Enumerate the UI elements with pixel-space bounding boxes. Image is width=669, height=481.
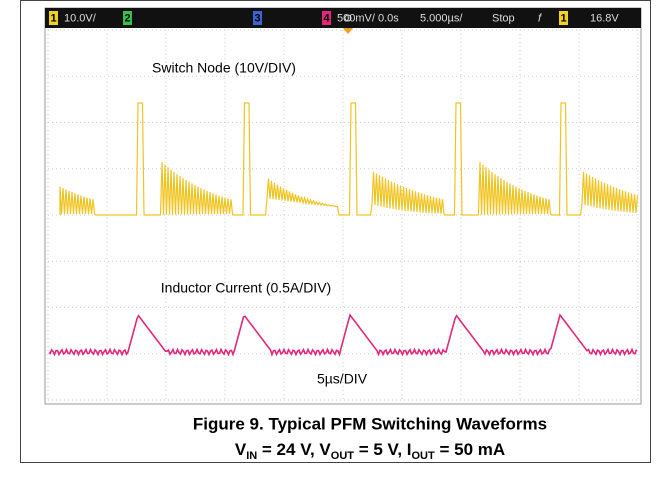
caption-part: = 50 mA [435, 440, 505, 459]
ch2-number: 2 [124, 12, 130, 24]
trigger-channel: 1 [560, 12, 566, 24]
timebase: 5.000µs/ [420, 12, 463, 24]
inductor-current-label: Inductor Current (0.5A/DIV) [161, 280, 331, 296]
ch1-number: 1 [50, 12, 56, 24]
caption-part: V [235, 440, 247, 459]
caption-part: = 5 V, I [354, 440, 412, 459]
ch1-scale: 10.0V/ [64, 12, 97, 24]
run-state: Stop [492, 12, 515, 24]
ch4-number: 4 [323, 12, 330, 24]
figure: 1 10.0V/ 2 3 4 500mV/ 0.0s 5.000µs/ Stop… [0, 0, 669, 476]
switch-node-label: Switch Node (10V/DIV) [152, 60, 296, 76]
caption-subscript: OUT [412, 450, 436, 462]
ch3-number: 3 [254, 12, 260, 24]
caption-part: = 24 V, V [257, 440, 331, 459]
caption-subscript: OUT [331, 450, 355, 462]
time-div-label: 5µs/DIV [317, 371, 368, 387]
caption-title: Figure 9. Typical PFM Switching Waveform… [193, 414, 547, 433]
caption-subscript: IN [246, 450, 257, 462]
ch4-scale: 500mV/ [337, 12, 376, 24]
caption-conditions: VIN = 24 V, VOUT = 5 V, IOUT = 50 mA [235, 440, 505, 461]
delay: 0.0s [378, 12, 399, 24]
page: 1 10.0V/ 2 3 4 500mV/ 0.0s 5.000µs/ Stop… [0, 0, 669, 481]
trigger-level: 16.8V [590, 12, 619, 24]
